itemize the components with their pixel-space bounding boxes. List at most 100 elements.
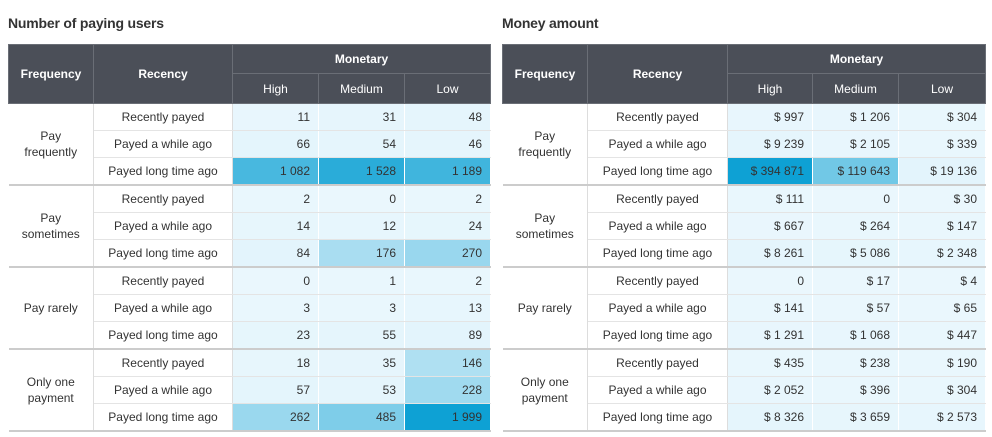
value-cell: $ 2 573 [898,403,986,432]
table-panel: Money amount Frequency Recency Monetary High… [502,0,986,432]
value-cell: 262 [232,403,319,432]
frequency-cell: Only one payment [502,349,588,432]
value-cell: $ 30 [898,185,986,213]
recency-cell: Payed long time ago [93,321,233,350]
value-cell: 3 [232,294,319,322]
value-cell: $ 304 [898,103,986,131]
value-cell: 89 [404,321,491,350]
value-cell: $ 119 643 [812,157,899,186]
value-cell: 23 [232,321,319,350]
recency-cell: Recently payed [587,349,728,377]
value-cell: 11 [232,103,319,131]
recency-cell: Payed long time ago [93,157,233,186]
value-cell: 1 [318,267,405,295]
recency-cell: Payed a while ago [587,294,728,322]
table-panel: Number of paying users Frequency Recency Mo… [8,0,491,432]
recency-cell: Payed a while ago [93,212,233,240]
body-row: Pay sometimes Recently payed 2 0 2 [8,185,491,268]
value-cell: $ 447 [898,321,986,350]
recency-cell: Payed long time ago [93,239,233,268]
frequency-cell: Pay frequently [502,103,588,186]
value-cell: 2 [404,267,491,295]
body-row: Payed long time ago $ 394 871 $ 119 643 $ 1… [503,157,986,186]
body-row: Only one payment Recently payed 18 35 146 [8,349,491,432]
value-cell: 18 [232,349,319,377]
column-header: Low [404,73,491,104]
recency-cell: Payed long time ago [587,403,728,432]
value-cell: $ 141 [727,294,813,322]
value-cell: 485 [318,403,405,432]
header-cell: Recency [587,44,728,104]
recency-cell: Recently payed [587,267,728,295]
table-title: Money amount [502,15,599,31]
value-cell: 270 [404,239,491,268]
value-cell: 55 [318,321,405,350]
value-cell: 54 [318,130,405,158]
body-row: Payed long time ago $ 8 261 $ 5 086 $ 2 348 [503,239,986,268]
recency-cell: Recently payed [93,267,233,295]
header-row: Frequency Recency Monetary [502,44,986,104]
value-cell: 0 [812,185,899,213]
value-cell: $ 238 [812,349,899,377]
body-row: Payed a while ago $ 141 $ 57 $ 65 [503,294,986,322]
body-row: Payed a while ago 3 3 13 [9,294,491,322]
header-cell: Frequency [502,44,588,104]
value-cell: 1 528 [318,157,405,186]
body-row: Only one payment Recently payed $ 435 $ 238… [502,349,986,432]
recency-cell: Payed a while ago [587,376,728,404]
value-cell: $ 396 [812,376,899,404]
body-row: Pay rarely Recently payed 0 1 2 [8,267,491,350]
value-cell: 228 [404,376,491,404]
value-cell: 66 [232,130,319,158]
table-title: Number of paying users [8,15,164,31]
value-cell: $ 190 [898,349,986,377]
data-table: Frequency Recency Monetary High Medium Low Pay… [8,44,491,432]
value-cell: $ 8 261 [727,239,813,268]
body-row: Payed long time ago $ 1 291 $ 1 068 $ 447 [503,321,986,350]
value-cell: $ 339 [898,130,986,158]
header-cell: Recency [93,44,233,104]
value-cell: $ 2 348 [898,239,986,268]
value-cell: $ 435 [727,349,813,377]
value-cell: 2 [232,185,319,213]
value-cell: $ 667 [727,212,813,240]
value-cell: $ 147 [898,212,986,240]
recency-cell: Recently payed [587,185,728,213]
body-row: Payed a while ago $ 667 $ 264 $ 147 [503,212,986,240]
recency-cell: Payed a while ago [93,130,233,158]
body-row: Payed long time ago 84 176 270 [9,239,491,268]
body-row: Pay frequently Recently payed 11 31 48 [8,103,491,186]
value-cell: 1 082 [232,157,319,186]
value-cell: $ 1 068 [812,321,899,350]
value-cell: $ 394 871 [727,157,813,186]
recency-cell: Payed long time ago [587,239,728,268]
header-row: Frequency Recency Monetary [8,44,491,104]
header-cell: Monetary [727,44,986,74]
header-cell: Frequency [8,44,94,104]
value-cell: 0 [232,267,319,295]
column-header: Low [898,73,986,104]
value-cell: 1 189 [404,157,491,186]
value-cell: 176 [318,239,405,268]
value-cell: 3 [318,294,405,322]
value-cell: 0 [318,185,405,213]
recency-cell: Recently payed [587,103,728,131]
frequency-cell: Pay sometimes [502,185,588,268]
value-cell: 2 [404,185,491,213]
value-cell: $ 5 086 [812,239,899,268]
column-header: Medium [812,73,899,104]
column-header: High [232,73,319,104]
value-cell: $ 304 [898,376,986,404]
body-row: Payed long time ago 23 55 89 [9,321,491,350]
body-row: Payed a while ago $ 2 052 $ 396 $ 304 [503,376,986,404]
body-row: Payed a while ago 57 53 228 [9,376,491,404]
value-cell: $ 264 [812,212,899,240]
value-cell: $ 2 052 [727,376,813,404]
value-cell: 1 999 [404,403,491,432]
body-row: Payed a while ago $ 9 239 $ 2 105 $ 339 [503,130,986,158]
recency-cell: Payed long time ago [93,403,233,432]
column-header: Medium [318,73,405,104]
value-cell: $ 997 [727,103,813,131]
value-cell: 57 [232,376,319,404]
